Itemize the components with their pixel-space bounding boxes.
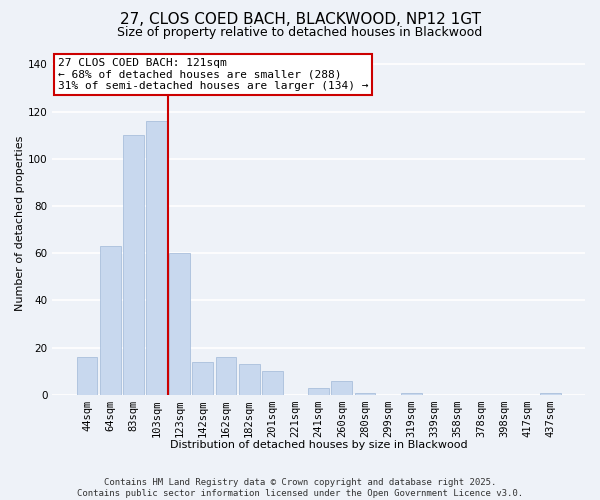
Text: 27 CLOS COED BACH: 121sqm
← 68% of detached houses are smaller (288)
31% of semi: 27 CLOS COED BACH: 121sqm ← 68% of detac… bbox=[58, 58, 368, 91]
Bar bbox=[100, 246, 121, 395]
Bar bbox=[123, 135, 144, 395]
Bar bbox=[239, 364, 260, 395]
Bar bbox=[215, 357, 236, 395]
Bar bbox=[308, 388, 329, 395]
Bar bbox=[540, 392, 561, 395]
Text: 27, CLOS COED BACH, BLACKWOOD, NP12 1GT: 27, CLOS COED BACH, BLACKWOOD, NP12 1GT bbox=[119, 12, 481, 28]
Bar bbox=[401, 392, 422, 395]
Bar bbox=[146, 121, 167, 395]
Bar bbox=[331, 380, 352, 395]
Bar bbox=[77, 357, 97, 395]
Bar bbox=[193, 362, 213, 395]
Bar bbox=[355, 392, 376, 395]
Bar bbox=[169, 253, 190, 395]
Text: Size of property relative to detached houses in Blackwood: Size of property relative to detached ho… bbox=[118, 26, 482, 39]
Bar bbox=[262, 371, 283, 395]
Text: Contains HM Land Registry data © Crown copyright and database right 2025.
Contai: Contains HM Land Registry data © Crown c… bbox=[77, 478, 523, 498]
X-axis label: Distribution of detached houses by size in Blackwood: Distribution of detached houses by size … bbox=[170, 440, 467, 450]
Y-axis label: Number of detached properties: Number of detached properties bbox=[15, 136, 25, 312]
